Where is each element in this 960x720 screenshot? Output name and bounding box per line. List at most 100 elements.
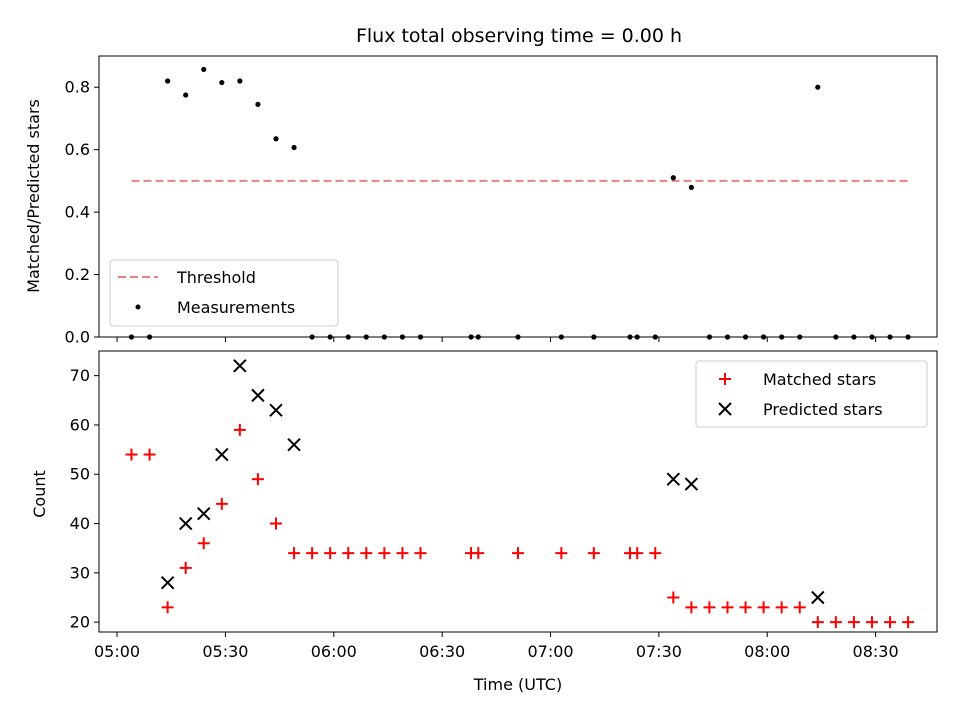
matched-star-point bbox=[288, 547, 301, 560]
x-tick-label: 08:30 bbox=[853, 642, 899, 661]
predicted-star-point bbox=[160, 575, 175, 590]
matched-star-point bbox=[757, 601, 770, 614]
matched-star-point bbox=[179, 561, 192, 574]
predicted-star-point bbox=[251, 388, 265, 403]
matched-star-point bbox=[197, 537, 210, 550]
predicted-star-point bbox=[233, 359, 247, 373]
matched-star-point bbox=[215, 497, 228, 510]
matched-star-point bbox=[811, 616, 824, 629]
top-y-tick-label: 0.0 bbox=[65, 328, 90, 347]
legend-threshold-label: Threshold bbox=[176, 268, 256, 287]
bottom-y-tick-label: 20 bbox=[70, 613, 90, 632]
predicted-star-point bbox=[215, 447, 229, 462]
bottom-y-axis-label: Count bbox=[30, 470, 49, 518]
matched-star-point bbox=[251, 473, 264, 486]
bottom-y-tick-label: 30 bbox=[70, 563, 90, 582]
bottom-y-tick-label: 50 bbox=[70, 465, 90, 484]
matched-star-point bbox=[512, 547, 524, 560]
measurement-point bbox=[255, 101, 261, 107]
matched-star-point bbox=[847, 616, 860, 629]
bottom-axes-frame bbox=[98, 350, 938, 633]
matched-star-point bbox=[865, 616, 878, 629]
predicted-star-point bbox=[269, 403, 283, 417]
matched-star-point bbox=[685, 601, 698, 614]
matched-star-point bbox=[342, 547, 355, 560]
measurement-point bbox=[183, 92, 189, 98]
top-x-tick-marks bbox=[116, 337, 877, 342]
bottom-y-tick-label: 70 bbox=[70, 366, 90, 385]
bottom-x-ticks: 05:00 05:30 06:00 06:30 07:00 07:30 08:00 08:30 bbox=[94, 632, 899, 661]
predicted-star-point bbox=[287, 437, 301, 452]
x-tick-label: 08:00 bbox=[744, 642, 790, 661]
measurement-point bbox=[201, 66, 207, 73]
matched-star-point bbox=[414, 547, 427, 560]
matched-star-point bbox=[793, 601, 806, 614]
matched-star-point bbox=[143, 448, 156, 461]
measurement-point bbox=[815, 84, 821, 90]
measurement-point bbox=[670, 175, 676, 181]
measurement-point bbox=[273, 136, 279, 142]
top-y-tick-label: 0.6 bbox=[65, 140, 90, 159]
matched-star-point bbox=[775, 601, 788, 614]
predicted-star-point bbox=[666, 472, 681, 486]
top-legend: Threshold Measurements bbox=[109, 259, 339, 327]
measurement-point bbox=[165, 78, 171, 84]
x-tick-label: 06:30 bbox=[419, 642, 465, 661]
bottom-legend: Matched stars Predicted stars bbox=[695, 360, 928, 428]
matched-star-point bbox=[631, 547, 644, 560]
predicted-star-point bbox=[178, 516, 193, 531]
legend-predicted-label: Predicted stars bbox=[763, 400, 883, 419]
top-y-tick-label: 0.4 bbox=[65, 203, 90, 222]
matched-star-point bbox=[649, 547, 662, 560]
x-tick-label: 07:00 bbox=[527, 642, 573, 661]
x-tick-label: 05:00 bbox=[94, 642, 140, 661]
bottom-y-tick-label: 60 bbox=[70, 415, 90, 434]
top-y-tick-label: 0.8 bbox=[65, 78, 90, 97]
top-axes-frame bbox=[98, 55, 938, 338]
top-panel: Flux total observing time = 0.00 h Match… bbox=[24, 25, 938, 347]
matched-star-point bbox=[721, 601, 734, 614]
matched-star-point bbox=[396, 547, 409, 560]
measurements-legend-swatch bbox=[135, 304, 141, 310]
predicted-star-point bbox=[197, 506, 211, 521]
top-y-axis-label: Matched/Predicted stars bbox=[24, 99, 43, 293]
bottom-panel: Count Time (UTC) 20 30 40 50 60 70 05:00 05:30… bbox=[30, 350, 938, 694]
bottom-y-ticks: 20 30 40 50 60 70 bbox=[70, 366, 99, 632]
x-axis-label: Time (UTC) bbox=[473, 675, 562, 694]
measurement-point bbox=[237, 78, 243, 84]
matched-star-point bbox=[306, 547, 319, 560]
chart-title: Flux total observing time = 0.00 h bbox=[356, 25, 682, 47]
x-tick-label: 07:30 bbox=[636, 642, 682, 661]
bottom-plot-marks bbox=[125, 359, 915, 629]
legend-measurements-label: Measurements bbox=[177, 298, 295, 317]
matched-star-point bbox=[555, 547, 568, 560]
matched-star-point bbox=[360, 547, 373, 560]
matched-star-point bbox=[472, 547, 485, 560]
matched-star-point bbox=[829, 616, 842, 629]
legend-matched-label: Matched stars bbox=[763, 370, 876, 389]
top-legend-box bbox=[109, 259, 339, 327]
matched-star-point bbox=[902, 616, 915, 629]
bottom-y-tick-label: 40 bbox=[70, 514, 90, 533]
predicted-star-point bbox=[684, 477, 699, 491]
matched-legend-swatch bbox=[719, 373, 731, 385]
matched-star-point bbox=[667, 591, 680, 604]
matched-star-point bbox=[587, 547, 600, 560]
matched-star-point bbox=[269, 517, 282, 530]
matched-star-point bbox=[703, 601, 716, 614]
x-tick-label: 06:00 bbox=[311, 642, 357, 661]
measurement-point bbox=[219, 79, 225, 86]
matched-star-point bbox=[378, 547, 391, 560]
matched-star-point bbox=[884, 616, 897, 629]
predicted-legend-swatch bbox=[718, 402, 732, 416]
matched-star-point bbox=[161, 601, 174, 614]
x-tick-label: 05:30 bbox=[202, 642, 248, 661]
measurement-point bbox=[291, 144, 297, 151]
top-y-ticks: 0.0 0.2 0.4 0.6 0.8 bbox=[65, 78, 99, 347]
top-y-tick-label: 0.2 bbox=[65, 265, 90, 284]
matched-star-point bbox=[125, 448, 138, 461]
measurement-point bbox=[688, 184, 694, 191]
predicted-star-point bbox=[811, 590, 825, 605]
